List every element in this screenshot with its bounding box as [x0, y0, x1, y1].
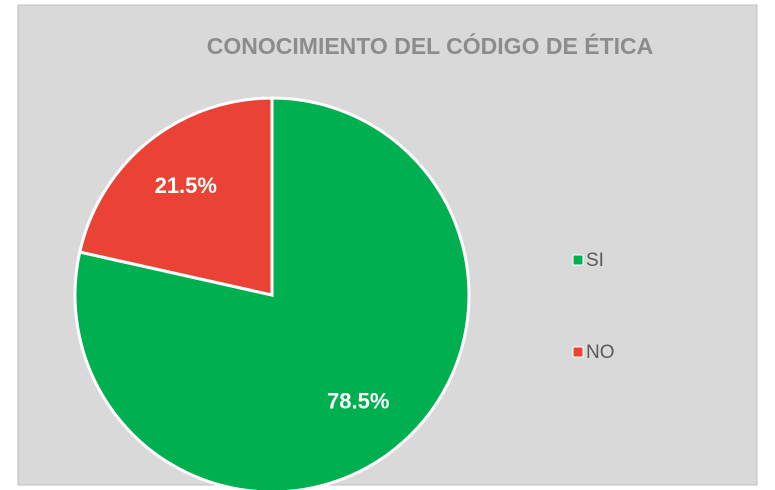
- legend-swatch: [572, 254, 584, 266]
- legend-label: NO: [586, 342, 615, 363]
- chart-title: CONOCIMIENTO DEL CÓDIGO DE ÉTICA: [207, 32, 653, 59]
- pie-slice: [77, 96, 274, 297]
- legend-swatch: [572, 346, 584, 358]
- data-label: 78.5%: [327, 388, 389, 413]
- legend-label: SI: [586, 250, 604, 271]
- data-label: 21.5%: [155, 173, 217, 198]
